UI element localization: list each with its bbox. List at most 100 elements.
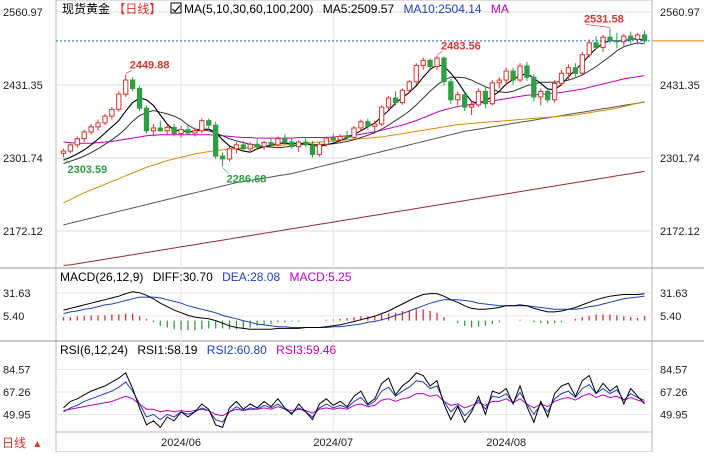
candle-body [455,94,461,101]
ma-toggle-checkbox[interactable] [170,2,182,14]
period-selector[interactable]: 日线 ▲ [2,436,42,450]
y-tick-left-price-3: 2172.12 [3,226,43,238]
candle-83 [634,32,641,45]
y-tick-left-price-0: 2560.97 [3,7,43,19]
candle-body [123,79,129,95]
candle-body [330,137,336,141]
candle-body [296,141,302,148]
candle-body [434,57,440,68]
candle-body [323,137,329,145]
period-label[interactable]: 【日线】 [113,2,161,16]
candle-body [586,42,592,56]
candle-body [503,70,509,81]
y-tick-left-price-1: 2431.35 [3,80,43,92]
instrument-name: 现货黄金 [62,1,110,16]
annotation-leader-0 [125,70,132,74]
candle-body [88,126,94,133]
candle-40 [337,134,343,144]
candle-body [385,97,392,108]
candle-body [178,129,184,135]
candle-16 [171,124,177,137]
candle-body [351,127,357,139]
candle-body [517,65,523,81]
y-tick-right-price-0: 2560.97 [660,7,700,19]
candle-body [524,65,530,78]
candle-15 [164,125,170,135]
candle-body [302,141,309,146]
candle-body [545,90,551,101]
candle-30 [268,137,274,148]
candle-48 [392,91,399,106]
candle-4 [88,124,94,135]
candle-11 [136,85,143,112]
candle-44 [365,118,371,130]
candle-26 [240,140,246,153]
candle-8 [116,91,122,112]
period-selector-label[interactable]: 日线 ▲ [2,436,42,450]
candle-41 [344,130,350,140]
candle-25 [233,142,240,154]
candle-body [309,144,316,155]
ma10-value: MA10:2504.14 [404,2,482,16]
candle-body [538,90,544,98]
candle-body [628,35,634,40]
y-tick-left-macd-0: 31.63 [3,288,31,300]
candle-76 [586,39,592,58]
ma5-line [63,37,645,161]
candle-20 [199,118,205,134]
y-tick-left-rsi-0: 84.57 [3,365,31,377]
candle-body [379,106,385,125]
candle-body [199,120,205,132]
candle-body [74,138,80,146]
candle-6 [102,113,108,126]
candle-0 [60,148,67,157]
candle-64 [503,67,509,86]
price-annotation-4: 2531.58 [584,13,624,25]
candle-body [136,88,143,109]
candle-body [143,107,150,132]
ma200-line [63,170,645,266]
candle-22 [213,121,219,159]
candle-38 [323,136,329,147]
y-tick-right-rsi-1: 67.26 [660,387,688,399]
candle-10 [129,77,136,92]
candle-34 [296,140,302,153]
candle-36 [309,140,316,158]
y-tick-left-rsi-2: 49.95 [3,409,31,421]
candle-body [233,144,240,150]
candle-body [420,59,426,66]
candle-42 [351,126,357,140]
candle-body [607,36,613,42]
candle-body [392,97,399,104]
candle-9 [123,74,129,97]
candle-body [116,93,122,110]
price-annotation-3: 2483.56 [441,41,481,53]
candle-body [448,81,454,101]
candle-3 [81,129,87,143]
x-tick-0: 2024/06 [161,437,201,449]
candle-67 [524,62,530,82]
candle-29 [261,140,267,150]
candle-24 [226,146,233,162]
candle-69 [538,88,544,106]
macd-value: MACD:5.25 [289,270,351,284]
ma5-value: MA5:2509.57 [323,2,395,16]
candle-body [634,34,641,40]
candle-body [81,131,87,140]
y-tick-left-price-2: 2301.74 [3,153,43,165]
candle-body [365,121,371,127]
candle-21 [206,118,212,128]
candle-body [219,155,226,160]
candle-body [593,42,599,48]
macd-header: MACD(26,12,9) DIFF:30.70 DEA:28.08 MACD:… [60,270,352,284]
candle-body [192,130,198,134]
macd-diff-line [63,291,645,330]
y-tick-right-macd-1: 5.40 [660,311,681,323]
candle-70 [545,89,551,103]
candle-77 [593,36,599,50]
macd-dea: DEA:28.08 [222,270,280,284]
checkmark-icon [172,5,181,13]
candle-23 [219,152,226,167]
candle-5 [95,119,101,131]
